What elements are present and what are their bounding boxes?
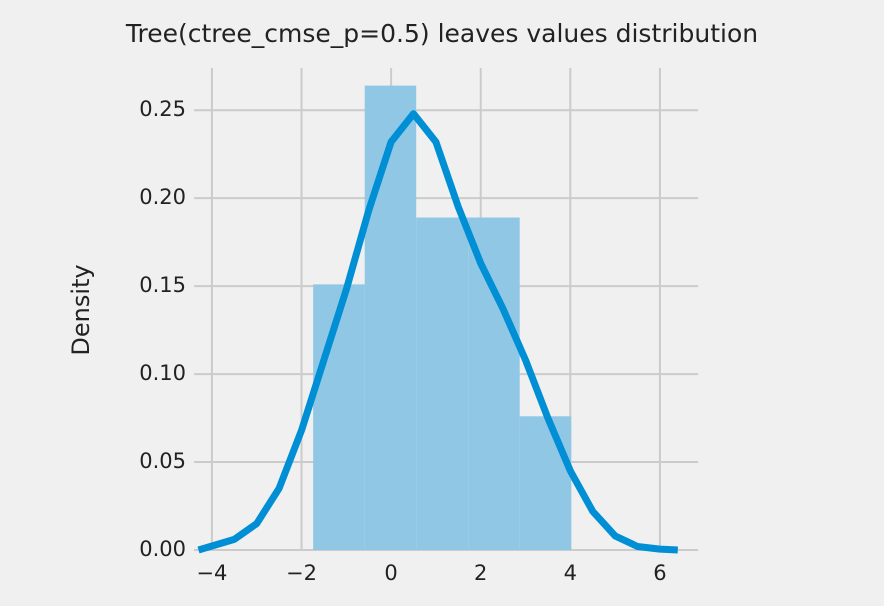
x-tick-label: 4 (564, 561, 577, 585)
y-tick-label: 0.10 (139, 361, 186, 385)
chart-title: Tree(ctree_cmse_p=0.5) leaves values dis… (125, 19, 758, 48)
y-tick-label: 0.25 (139, 97, 186, 121)
histogram-bar (364, 85, 417, 550)
y-axis-label: Density (67, 264, 95, 355)
x-tick-label: 2 (474, 561, 487, 585)
x-tick-label: −2 (286, 561, 317, 585)
histogram-bar (519, 416, 572, 550)
kde-line (197, 110, 678, 554)
x-tick-label: 6 (653, 561, 666, 585)
x-tick-label: −4 (196, 561, 227, 585)
y-tick-label: 0.05 (139, 449, 186, 473)
x-tick-label: 0 (384, 561, 397, 585)
histogram-bar (468, 217, 520, 550)
y-tick-label: 0.15 (139, 273, 186, 297)
histogram-bar (416, 217, 469, 550)
y-tick-label: 0.20 (139, 185, 186, 209)
histogram-bar (313, 284, 365, 550)
y-tick-label: 0.00 (139, 537, 186, 561)
